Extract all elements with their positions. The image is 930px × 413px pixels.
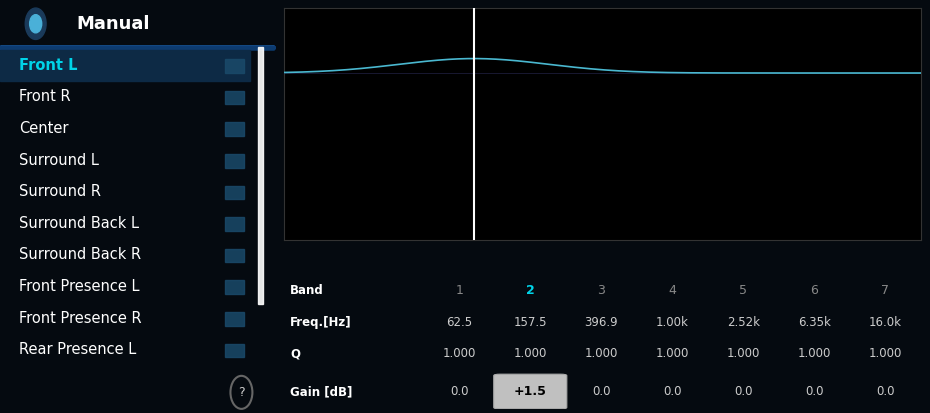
Text: Gain [dB]: Gain [dB] <box>290 385 352 398</box>
Bar <box>0 47 274 48</box>
Bar <box>0 47 274 48</box>
Bar <box>0 47 274 48</box>
Bar <box>0 47 274 48</box>
Text: 0.0: 0.0 <box>876 385 895 398</box>
Bar <box>0 47 274 48</box>
Text: 1.000: 1.000 <box>726 347 760 361</box>
Text: Band: Band <box>290 284 324 297</box>
Bar <box>0 47 274 48</box>
Text: Front L: Front L <box>20 58 78 73</box>
Bar <box>0 47 274 48</box>
Bar <box>0 47 274 48</box>
Bar <box>0 47 274 48</box>
Bar <box>258 47 263 304</box>
Bar <box>225 280 245 294</box>
Text: Front Presence L: Front Presence L <box>20 279 140 294</box>
Text: 3: 3 <box>597 284 605 297</box>
Text: 0.0: 0.0 <box>805 385 823 398</box>
Text: 0.0: 0.0 <box>663 385 682 398</box>
Text: Center: Center <box>20 121 69 136</box>
Text: 1.000: 1.000 <box>798 347 830 361</box>
Text: 0.0: 0.0 <box>734 385 752 398</box>
Text: 2: 2 <box>525 284 535 297</box>
Text: Front Presence R: Front Presence R <box>20 311 142 325</box>
Bar <box>0 47 274 49</box>
Text: Surround Back L: Surround Back L <box>20 216 140 231</box>
Circle shape <box>25 8 46 40</box>
Text: Surround Back R: Surround Back R <box>20 247 141 262</box>
Bar <box>225 217 245 231</box>
Bar <box>0 47 274 48</box>
Bar <box>0 47 274 48</box>
Text: Manual: Manual <box>77 15 151 33</box>
Text: Surround L: Surround L <box>20 153 100 168</box>
Bar <box>0 47 274 48</box>
Bar <box>225 249 245 262</box>
Text: Q: Q <box>290 347 300 361</box>
Bar <box>225 91 245 104</box>
Bar <box>0 47 274 49</box>
Text: Front R: Front R <box>20 90 71 104</box>
Bar <box>225 154 245 168</box>
Bar <box>0 47 274 48</box>
Bar <box>0 47 274 49</box>
Bar <box>0 47 274 48</box>
Text: 1.000: 1.000 <box>869 347 902 361</box>
Text: Freq.[Hz]: Freq.[Hz] <box>290 316 352 329</box>
Bar <box>0 46 274 47</box>
Bar <box>225 122 245 136</box>
Bar <box>0 46 274 47</box>
Bar <box>0 47 274 48</box>
Bar <box>0 47 274 48</box>
Text: 7: 7 <box>882 284 889 297</box>
Bar <box>0 47 274 48</box>
Text: 62.5: 62.5 <box>446 316 472 329</box>
FancyBboxPatch shape <box>494 374 566 409</box>
Bar <box>0 50 249 81</box>
Text: 157.5: 157.5 <box>513 316 547 329</box>
Text: 0.0: 0.0 <box>450 385 469 398</box>
Text: ?: ? <box>238 386 245 399</box>
Bar <box>0 47 274 48</box>
Bar <box>0 46 274 47</box>
Bar <box>0 47 274 48</box>
Text: 1.000: 1.000 <box>656 347 689 361</box>
Text: Rear Presence L: Rear Presence L <box>20 342 137 357</box>
Bar <box>0 47 274 48</box>
Text: 1.000: 1.000 <box>443 347 476 361</box>
Bar <box>0 47 274 48</box>
Text: 2.52k: 2.52k <box>726 316 760 329</box>
Bar <box>0 47 274 49</box>
Text: 16.0k: 16.0k <box>869 316 902 329</box>
Bar <box>0 47 274 48</box>
Text: 1: 1 <box>456 284 463 297</box>
Bar <box>225 344 245 357</box>
Text: 5: 5 <box>739 284 747 297</box>
Bar <box>0 47 274 49</box>
Bar <box>0 46 274 47</box>
Text: 1.000: 1.000 <box>513 347 547 361</box>
Bar <box>0 47 274 48</box>
Bar <box>0 46 274 47</box>
Text: 396.9: 396.9 <box>584 316 618 329</box>
Text: 1.000: 1.000 <box>585 347 618 361</box>
Bar <box>0 47 274 48</box>
Bar <box>225 185 245 199</box>
Bar <box>225 312 245 325</box>
Bar <box>0 47 274 48</box>
Text: 6.35k: 6.35k <box>798 316 830 329</box>
Text: 1.00k: 1.00k <box>656 316 689 329</box>
Bar <box>0 47 274 48</box>
Text: 4: 4 <box>669 284 676 297</box>
Bar <box>0 47 274 48</box>
Text: 0.0: 0.0 <box>592 385 610 398</box>
Text: 6: 6 <box>810 284 818 297</box>
Text: Surround R: Surround R <box>20 184 101 199</box>
Bar <box>0 47 274 48</box>
Circle shape <box>30 14 42 33</box>
Text: +1.5: +1.5 <box>514 385 547 398</box>
Bar <box>0 46 274 47</box>
Bar <box>225 59 245 73</box>
